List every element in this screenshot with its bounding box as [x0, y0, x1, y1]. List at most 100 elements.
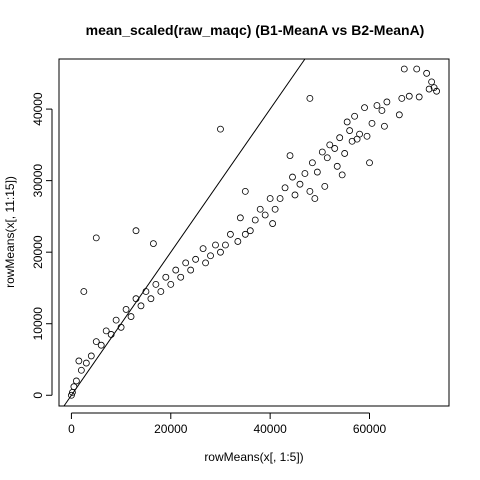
data-point: [267, 196, 273, 202]
y-tick-label: 10000: [31, 307, 45, 341]
data-point: [252, 217, 258, 223]
data-point: [173, 267, 179, 273]
data-point: [314, 169, 320, 175]
data-point: [212, 242, 218, 248]
data-point: [354, 136, 360, 142]
data-point: [242, 188, 248, 194]
data-point: [401, 66, 407, 72]
data-point: [113, 317, 119, 323]
data-point: [73, 378, 79, 384]
data-point: [208, 253, 214, 259]
data-point: [334, 163, 340, 169]
data-point: [406, 93, 412, 99]
data-point: [150, 241, 156, 247]
data-point: [178, 274, 184, 280]
data-point: [237, 215, 243, 221]
data-point: [414, 66, 420, 72]
data-point: [347, 128, 353, 134]
data-point: [429, 79, 435, 85]
data-point: [342, 150, 348, 156]
data-point: [128, 314, 134, 320]
x-tick-label: 40000: [253, 422, 287, 436]
data-point: [364, 133, 370, 139]
x-axis-label: rowMeans(x[, 1:5]): [204, 450, 303, 464]
data-point: [416, 94, 422, 100]
data-point: [235, 238, 241, 244]
y-tick-label: 30000: [31, 164, 45, 198]
y-axis: 0 10000 20000 30000 40000: [31, 92, 52, 399]
data-point: [227, 231, 233, 237]
data-point: [369, 120, 375, 126]
y-tick-label: 40000: [31, 92, 45, 126]
data-point: [282, 185, 288, 191]
data-point: [78, 367, 84, 373]
data-point: [374, 103, 380, 109]
data-point: [381, 123, 387, 129]
x-tick-label: 0: [68, 422, 75, 436]
data-point: [307, 188, 313, 194]
data-point: [183, 260, 189, 266]
data-point: [158, 289, 164, 295]
data-point: [88, 353, 94, 359]
data-point: [203, 260, 209, 266]
reference-line: [64, 59, 305, 406]
data-point: [103, 328, 109, 334]
data-point: [93, 339, 99, 345]
data-point: [93, 235, 99, 241]
data-point: [242, 231, 248, 237]
data-point: [148, 296, 154, 302]
data-point: [297, 181, 303, 187]
data-point: [153, 281, 159, 287]
data-point: [399, 95, 405, 101]
data-point: [424, 70, 430, 76]
data-point: [138, 303, 144, 309]
data-point: [319, 149, 325, 155]
data-point: [384, 99, 390, 105]
data-point: [339, 172, 345, 178]
x-axis: 0 20000 40000 60000: [68, 413, 386, 436]
data-point: [322, 183, 328, 189]
data-point: [270, 221, 276, 227]
data-point: [257, 206, 263, 212]
data-point: [309, 160, 315, 166]
data-point: [290, 174, 296, 180]
data-point: [362, 105, 368, 111]
points-layer: [68, 66, 439, 398]
data-point: [193, 256, 199, 262]
x-tick-label: 60000: [353, 422, 387, 436]
data-point: [81, 289, 87, 295]
data-point: [217, 126, 223, 132]
y-axis-label: rowMeans(x[, 11:15]): [3, 176, 17, 288]
data-point: [76, 358, 82, 364]
y-tick-label: 20000: [31, 235, 45, 269]
data-point: [312, 196, 318, 202]
data-point: [292, 192, 298, 198]
data-point: [307, 95, 313, 101]
data-point: [217, 249, 223, 255]
data-point: [396, 112, 402, 118]
data-point: [123, 306, 129, 312]
data-point: [379, 108, 385, 114]
data-point: [163, 274, 169, 280]
chart-title: mean_scaled(raw_maqc) (B1-MeanA vs B2-Me…: [86, 22, 425, 38]
data-point: [332, 145, 338, 151]
y-tick-label: 0: [31, 392, 45, 399]
data-point: [262, 212, 268, 218]
data-point: [133, 228, 139, 234]
plot-area: [59, 59, 449, 406]
data-point: [344, 119, 350, 125]
data-point: [222, 242, 228, 248]
data-point: [277, 196, 283, 202]
data-point: [168, 281, 174, 287]
x-tick-label: 20000: [154, 422, 188, 436]
data-point: [367, 160, 373, 166]
data-point: [352, 113, 358, 119]
data-point: [287, 153, 293, 159]
data-point: [272, 206, 278, 212]
data-point: [324, 155, 330, 161]
data-point: [188, 267, 194, 273]
data-point: [302, 170, 308, 176]
data-point: [200, 246, 206, 252]
data-point: [337, 135, 343, 141]
